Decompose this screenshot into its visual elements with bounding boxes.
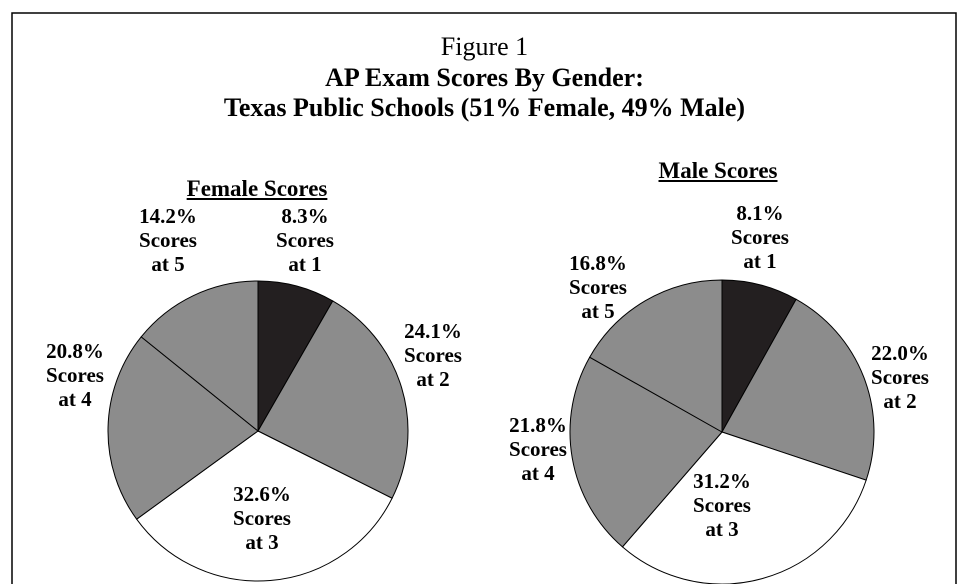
pie-slice <box>588 279 723 433</box>
slice-label: 14.2% Scores at 5 <box>132 204 204 276</box>
slice-label: 31.2% Scores at 3 <box>686 469 758 541</box>
slice-label: 8.3% Scores at 1 <box>269 204 341 276</box>
value-label: 8.3% <box>281 204 329 228</box>
slice-label: 21.8% Scores at 4 <box>502 413 574 485</box>
category-label: Scores at 5 <box>139 228 197 276</box>
category-label: Scores at 4 <box>46 363 104 411</box>
pie-slice <box>621 431 867 584</box>
value-label: 16.8% <box>569 251 627 275</box>
category-label: Scores at 2 <box>871 365 929 413</box>
slice-label: 8.1% Scores at 1 <box>724 201 796 273</box>
slice-label: 20.8% Scores at 4 <box>39 339 111 411</box>
pie-title: Female Scores <box>186 176 328 201</box>
pie-slice <box>721 298 875 481</box>
chart-subtitle: Texas Public Schools (51% Female, 49% Ma… <box>223 93 746 122</box>
value-label: 21.8% <box>509 413 567 437</box>
category-label: Scores at 4 <box>509 437 567 485</box>
category-label: Scores at 1 <box>731 225 789 273</box>
pie-slice <box>257 300 409 499</box>
category-label: Scores at 5 <box>569 275 627 323</box>
frame <box>11 12 957 584</box>
pie-title: Male Scores <box>658 158 778 183</box>
category-label: Scores at 3 <box>693 493 751 541</box>
category-label: Scores at 2 <box>404 343 462 391</box>
slice-label: 32.6% Scores at 3 <box>226 482 298 554</box>
figure-label: Figure 1 <box>440 32 529 61</box>
pie-slice <box>107 336 259 520</box>
value-label: 31.2% <box>693 469 751 493</box>
value-label: 20.8% <box>46 339 104 363</box>
category-label: Scores at 1 <box>276 228 334 276</box>
chart-title: AP Exam Scores By Gender: <box>325 63 644 92</box>
pie-slice <box>140 280 259 433</box>
slice-label: 16.8% Scores at 5 <box>562 251 634 323</box>
slice-label: 22.0% Scores at 2 <box>864 341 936 413</box>
value-label: 24.1% <box>404 319 462 343</box>
value-label: 14.2% <box>139 204 197 228</box>
category-label: Scores at 3 <box>233 506 291 554</box>
slice-label: 24.1% Scores at 2 <box>397 319 469 391</box>
value-label: 32.6% <box>233 482 291 506</box>
value-label: 22.0% <box>871 341 929 365</box>
pie-slice <box>135 430 393 582</box>
value-label: 8.1% <box>736 201 784 225</box>
pie-slice <box>569 356 723 548</box>
